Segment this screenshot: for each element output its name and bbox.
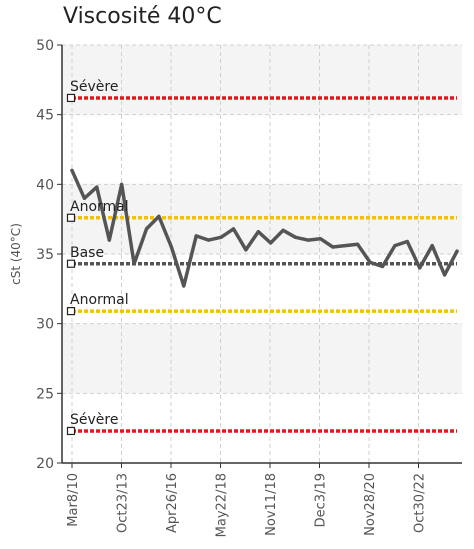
x-tick-label: Oct23/13 (116, 473, 131, 533)
x-tick-label: Nov28/20 (363, 473, 378, 536)
y-axis-label: cSt (40°C) (9, 223, 23, 285)
x-tick-label: Dec3/19 (314, 473, 329, 527)
data-point (182, 284, 186, 288)
reference-label: Sévère (70, 79, 118, 95)
y-tick-label: 45 (36, 108, 54, 124)
data-point (70, 168, 74, 172)
reference-label: Sévère (70, 412, 118, 428)
data-point (132, 262, 136, 266)
data-point (169, 245, 173, 249)
data-point (356, 242, 360, 246)
data-point (430, 244, 434, 248)
data-point (380, 264, 385, 269)
x-tick-label: Oct30/22 (413, 473, 428, 533)
grid-band (62, 323, 462, 394)
data-point (219, 235, 223, 239)
data-point (306, 238, 310, 242)
data-point (418, 266, 422, 270)
y-tick-label: 25 (36, 386, 54, 402)
data-point (318, 237, 322, 241)
y-tick-label: 40 (36, 177, 54, 193)
x-tick-label: May22/18 (215, 473, 230, 537)
chart-title: Viscosité 40°C (63, 4, 222, 29)
data-point (157, 214, 161, 218)
reference-label: Anormal (70, 292, 129, 308)
data-point (442, 273, 447, 277)
data-point (244, 248, 248, 252)
reference-marker (66, 93, 76, 103)
data-point (207, 238, 211, 242)
data-point (293, 235, 298, 239)
reference-label: Anormal (70, 199, 129, 215)
series-line (70, 168, 459, 288)
data-point (281, 228, 285, 232)
reference-marker (66, 307, 76, 316)
data-point (95, 185, 99, 189)
y-tick-label: 50 (36, 38, 54, 54)
data-point (368, 260, 372, 264)
reference-marker (66, 213, 76, 222)
y-tick-label: 30 (36, 317, 54, 333)
data-point (343, 244, 347, 248)
data-point (120, 182, 124, 186)
y-tick-label: 20 (36, 456, 54, 472)
data-point (393, 244, 397, 248)
data-point (82, 196, 87, 200)
reference-marker (66, 426, 76, 436)
data-point (256, 230, 260, 234)
x-tick-label: Apr26/16 (165, 473, 180, 533)
data-point (455, 249, 459, 253)
reference-label: Base (70, 245, 104, 261)
data-point (269, 241, 273, 245)
reference-marker (66, 259, 76, 268)
data-point (331, 245, 335, 249)
data-point (231, 227, 236, 231)
data-point (194, 234, 198, 238)
data-point (144, 227, 149, 231)
y-tick-label: 35 (36, 247, 54, 263)
x-tick-label: Mar8/10 (66, 473, 81, 527)
data-point (107, 238, 111, 242)
grid-band (62, 45, 462, 115)
data-point (405, 239, 409, 244)
x-tick-label: Nov11/18 (264, 473, 279, 536)
